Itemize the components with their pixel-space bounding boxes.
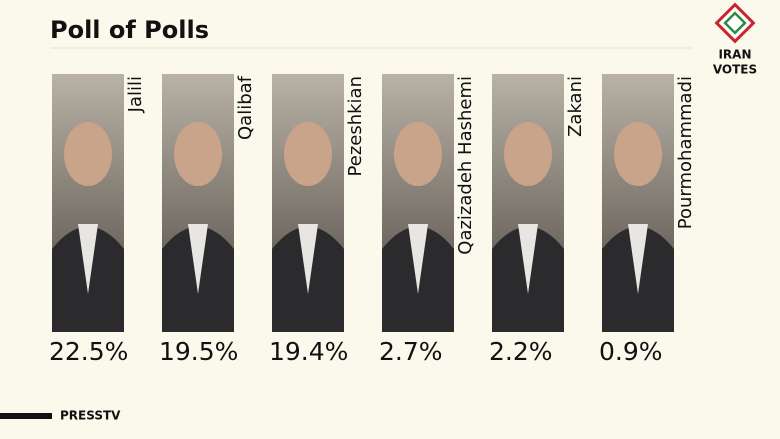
photo-head xyxy=(284,122,332,186)
candidate-name: Qalibaf xyxy=(235,75,256,140)
photo-shirt xyxy=(298,224,318,294)
photo-head xyxy=(504,122,552,186)
logo-text: IRAN xyxy=(718,48,751,62)
candidate-column: Qazizadeh Hashemi 2.7% xyxy=(379,74,476,366)
photo-head xyxy=(394,122,442,186)
candidate-column: Qalibaf 19.5% xyxy=(159,74,256,366)
candidate-column: Pourmohammadi 0.9% xyxy=(599,74,696,366)
footer-bar xyxy=(0,413,52,419)
vote-share: 2.7% xyxy=(379,337,443,366)
photo-shirt xyxy=(408,224,428,294)
photo-head xyxy=(64,122,112,186)
photo-shirt xyxy=(78,224,98,294)
candidate-name: Pezeshkian xyxy=(345,76,366,176)
vote-share: 19.5% xyxy=(159,337,238,366)
chart-title: Poll of Polls xyxy=(50,16,209,44)
photo-shirt xyxy=(188,224,208,294)
candidate-name: Qazizadeh Hashemi xyxy=(455,76,476,255)
logo: IRAN VOTES xyxy=(713,2,757,77)
logo-text: VOTES xyxy=(713,63,757,77)
logo-inner xyxy=(723,11,747,35)
candidate-name: Jalili xyxy=(125,76,146,113)
candidate-name: Zakani xyxy=(565,76,586,137)
photo-head xyxy=(174,122,222,186)
vote-share: 19.4% xyxy=(269,337,348,366)
candidate-column: Jalili 22.5% xyxy=(49,74,146,366)
vote-share: 2.2% xyxy=(489,337,553,366)
vote-share: 22.5% xyxy=(49,337,128,366)
logo-diamond xyxy=(714,2,756,44)
candidate-column: Pezeshkian 19.4% xyxy=(269,74,366,366)
photo-head xyxy=(614,122,662,186)
vote-share: 0.9% xyxy=(599,337,663,366)
footer-brand: PRESSTV xyxy=(60,409,121,423)
photo-shirt xyxy=(628,224,648,294)
candidate-name: Pourmohammadi xyxy=(675,76,696,229)
candidate-column: Zakani 2.2% xyxy=(489,74,586,366)
photo-shirt xyxy=(518,224,538,294)
